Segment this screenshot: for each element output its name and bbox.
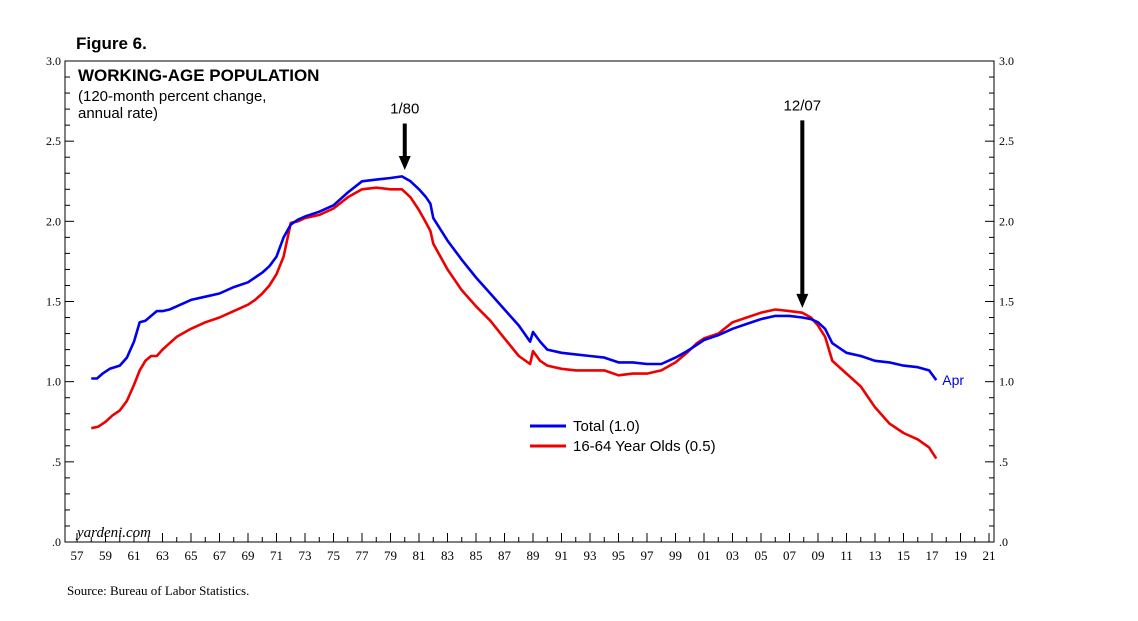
y-right-tick-label: 3.0: [999, 54, 1014, 68]
x-tick-label: 03: [726, 548, 739, 563]
legend-label-16-64: 16-64 Year Olds (0.5): [573, 438, 716, 455]
y-left-tick-label: 1.5: [46, 295, 61, 309]
annotations: 1/80 12/07: [390, 97, 821, 308]
y-left-tick-label: .5: [52, 455, 61, 469]
y-left-tick-label: 3.0: [46, 54, 61, 68]
source-note: Source: Bureau of Labor Statistics.: [67, 583, 250, 598]
annotation-arrow-head-2: [796, 293, 809, 308]
x-tick-label: 81: [413, 548, 426, 563]
y-axis-right: .0 .5 1.0 1.5 2.0 2.5 3.0: [985, 54, 1014, 549]
y-left-tick-label: 2.0: [46, 214, 61, 228]
x-tick-label: 21: [983, 548, 996, 563]
x-tick-label: 87: [498, 548, 512, 563]
y-left-tick-label: 1.0: [46, 375, 61, 389]
x-tick-label: 17: [926, 548, 940, 563]
x-tick-label: 85: [470, 548, 483, 563]
x-tick-label: 75: [327, 548, 340, 563]
x-tick-label: 11: [840, 548, 853, 563]
figure-label: Figure 6.: [76, 34, 147, 53]
x-tick-label: 63: [156, 548, 169, 563]
watermark-yardeni: yardeni.com: [75, 525, 151, 541]
x-tick-label: 91: [555, 548, 568, 563]
legend: Total (1.0) 16-64 Year Olds (0.5): [530, 418, 716, 455]
series-line-16-64: [91, 186, 938, 460]
x-tick-label: 97: [641, 548, 655, 563]
y-axis-left: .0 .5 1.0 1.5 2.0 2.5 3.0: [46, 54, 74, 549]
x-tick-label: 95: [612, 548, 625, 563]
plot-frame: [64, 60, 995, 543]
x-tick-label: 71: [270, 548, 283, 563]
series-layer: [91, 175, 938, 460]
x-tick-label: 59: [99, 548, 112, 563]
x-tick-label: 67: [213, 548, 227, 563]
y-right-tick-label: .5: [999, 455, 1008, 469]
y-right-tick-label: 1.0: [999, 375, 1014, 389]
x-tick-label: 19: [954, 548, 967, 563]
annotation-label-2: 12/07: [784, 97, 822, 114]
y-right-tick-label: .0: [999, 535, 1008, 549]
x-tick-label: 65: [185, 548, 198, 563]
x-tick-label: 01: [698, 548, 711, 563]
x-tick-label: 99: [669, 548, 682, 563]
y-right-tick-label: 2.5: [999, 134, 1014, 148]
annotation-arrow-head-1: [398, 156, 411, 171]
x-tick-label: 15: [897, 548, 910, 563]
legend-label-total: Total (1.0): [573, 418, 640, 435]
y-left-tick-label: .0: [52, 535, 61, 549]
chart-subtitle-line-1: (120-month percent change,: [78, 88, 266, 105]
end-label-apr: Apr: [942, 372, 964, 388]
x-tick-label: 79: [384, 548, 397, 563]
y-left-tick-label: 2.5: [46, 134, 61, 148]
x-tick-label: 05: [755, 548, 768, 563]
x-tick-label: 69: [242, 548, 255, 563]
chart-subtitle-line-2: annual rate): [78, 105, 158, 122]
x-tick-label: 61: [128, 548, 141, 563]
x-tick-label: 13: [869, 548, 882, 563]
x-tick-label: 83: [441, 548, 454, 563]
y-right-tick-label: 1.5: [999, 295, 1014, 309]
y-right-tick-label: 2.0: [999, 214, 1014, 228]
series-line-total: [91, 175, 938, 381]
x-tick-label: 89: [527, 548, 540, 563]
x-tick-label: 07: [783, 548, 797, 563]
x-tick-label: 73: [299, 548, 312, 563]
x-tick-label: 09: [812, 548, 825, 563]
chart-title: WORKING-AGE POPULATION: [78, 66, 319, 85]
x-tick-label: 57: [71, 548, 85, 563]
x-axis: 57 59 61 63 65 67 69 71 73 75 77 79 81 83 85 87 89 91 93 95…: [71, 533, 996, 563]
x-tick-label: 93: [584, 548, 597, 563]
x-tick-label: 77: [356, 548, 370, 563]
annotation-label-1: 1/80: [390, 101, 419, 118]
